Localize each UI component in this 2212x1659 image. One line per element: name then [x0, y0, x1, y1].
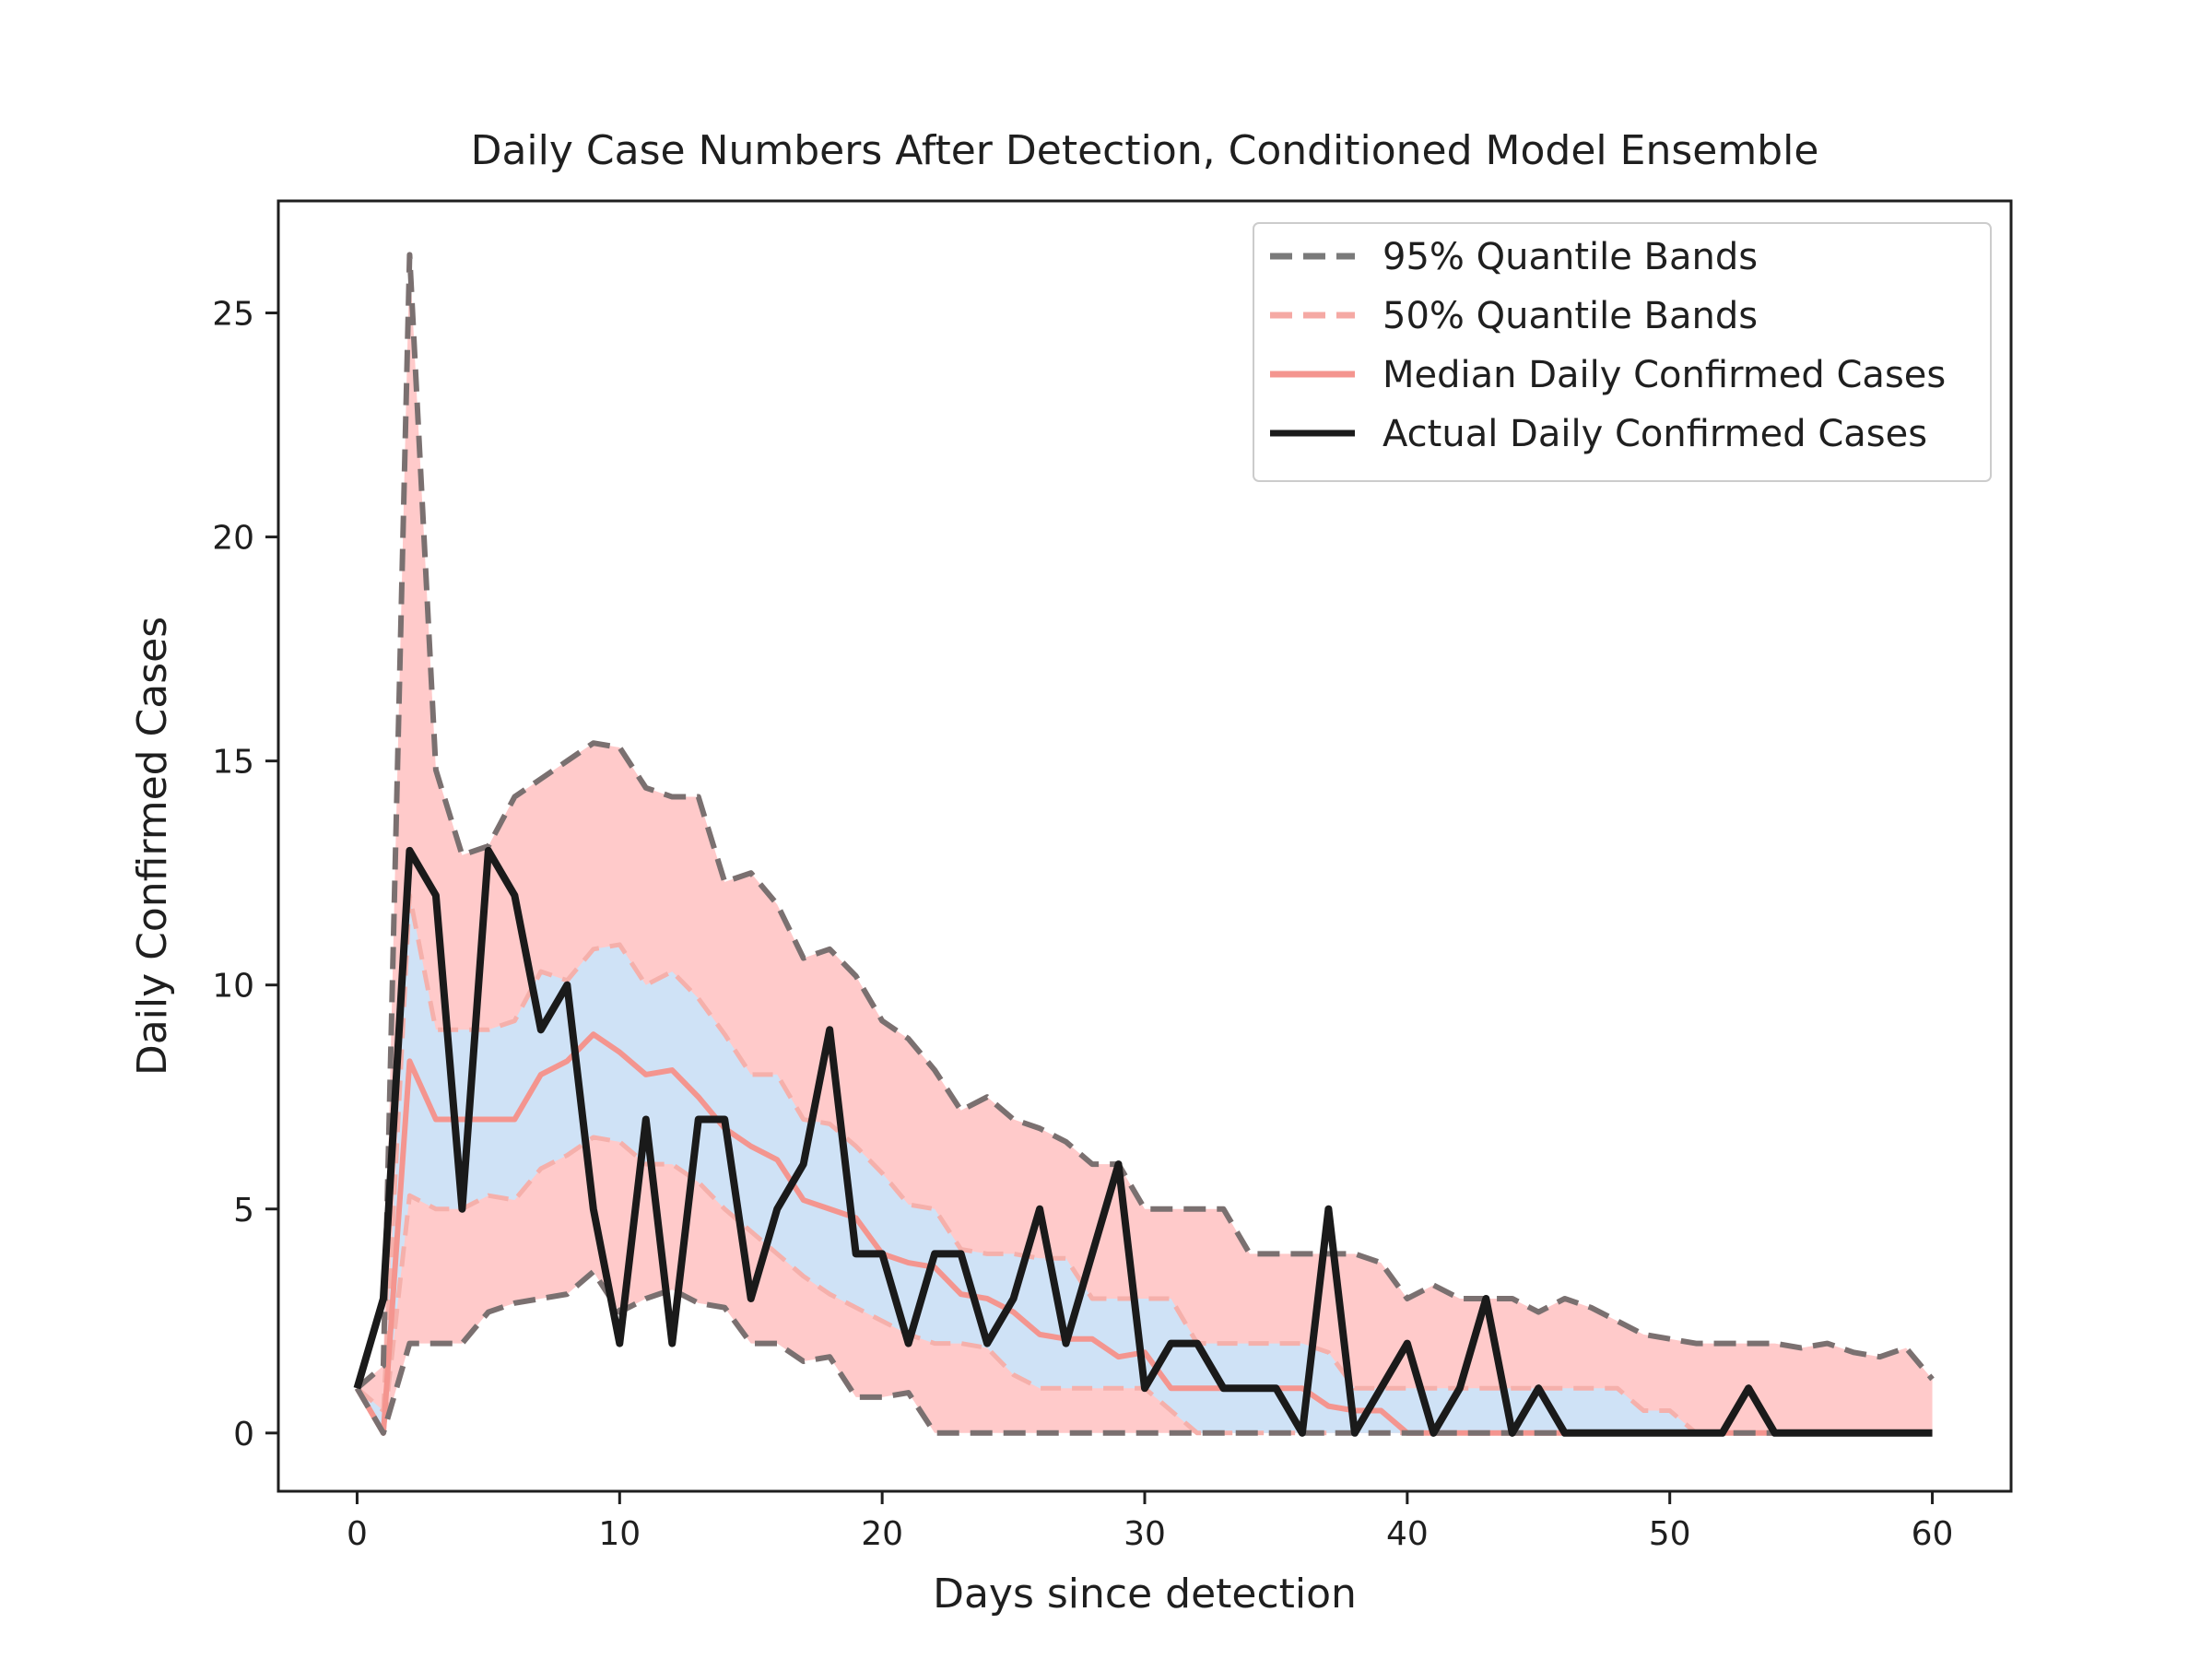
bands-layer — [357, 254, 1933, 1433]
y-axis-label: Daily Confirmed Cases — [129, 617, 176, 1076]
legend: 95% Quantile Bands 50% Quantile Bands Medi… — [1253, 222, 1992, 482]
legend-label: 95% Quantile Bands — [1382, 236, 1758, 278]
y-tick-label: 0 — [233, 1416, 254, 1453]
x-tick-label: 50 — [1649, 1515, 1691, 1553]
x-tick-label: 20 — [861, 1515, 903, 1553]
band-50-fill — [357, 895, 1933, 1433]
y-tick-label: 20 — [212, 520, 254, 558]
legend-item: Actual Daily Confirmed Cases — [1270, 413, 1927, 455]
band-50-upper-line — [355, 892, 1933, 1436]
legend-item: 95% Quantile Bands — [1270, 236, 1758, 278]
legend-label: 50% Quantile Bands — [1382, 295, 1758, 337]
y-tick-label: 5 — [233, 1192, 254, 1230]
chart-title: Daily Case Numbers After Detection, Cond… — [471, 127, 1819, 174]
y-axis-ticks: 0 5 10 15 20 25 — [212, 296, 278, 1453]
legend-item: 50% Quantile Bands — [1270, 295, 1758, 337]
x-axis-ticks: 0 10 20 30 40 50 60 — [347, 1491, 1953, 1553]
band-95-upper-line — [355, 252, 1935, 1391]
y-tick-label: 10 — [212, 968, 254, 1006]
legend-box — [1253, 222, 1992, 482]
actual-cases-line — [353, 846, 1933, 1437]
legend-item: Median Daily Confirmed Cases — [1270, 354, 1946, 396]
x-axis-label: Days since detection — [933, 1571, 1357, 1618]
y-tick-label: 25 — [212, 296, 254, 334]
legend-label: Actual Daily Confirmed Cases — [1382, 413, 1927, 455]
legend-label: Median Daily Confirmed Cases — [1382, 354, 1946, 396]
x-tick-label: 10 — [598, 1515, 641, 1553]
y-tick-label: 15 — [212, 744, 254, 782]
x-tick-label: 0 — [347, 1515, 368, 1553]
x-tick-label: 60 — [1912, 1515, 1954, 1553]
lines-layer — [353, 252, 1935, 1437]
x-tick-label: 30 — [1124, 1515, 1166, 1553]
x-tick-label: 40 — [1386, 1515, 1429, 1553]
